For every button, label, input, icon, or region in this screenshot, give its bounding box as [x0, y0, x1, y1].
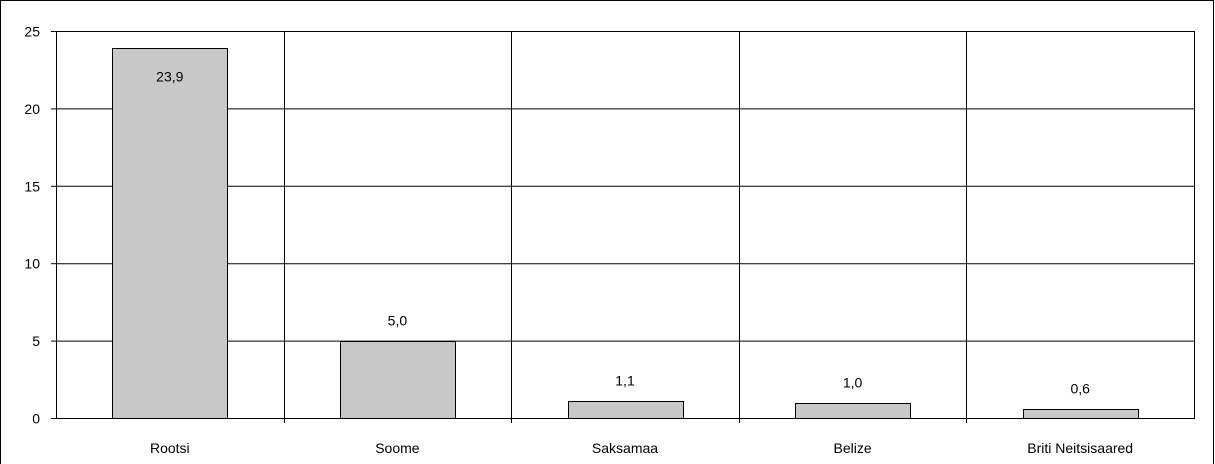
data-label: 0,6	[1070, 381, 1090, 397]
data-label: 23,9	[156, 69, 183, 85]
y-axis: 0 5 10 15 20 25	[24, 24, 56, 427]
bar	[112, 48, 228, 419]
x-category-label: Saksamaa	[592, 440, 658, 456]
bars	[112, 48, 1139, 419]
y-tick-label: 25	[24, 24, 40, 40]
bar	[795, 403, 911, 419]
x-category-label: Rootsi	[150, 440, 190, 456]
y-tick-label: 15	[24, 178, 40, 194]
data-label: 1,0	[843, 375, 863, 391]
y-tick-label: 0	[32, 411, 40, 427]
y-tick-label: 5	[32, 333, 40, 349]
y-tick-label: 20	[24, 101, 40, 117]
bar	[1023, 409, 1139, 419]
data-labels: 23,9 5,0 1,1 1,0 0,6	[156, 69, 1090, 397]
x-category-label: Belize	[834, 440, 872, 456]
data-label: 1,1	[615, 373, 635, 389]
plot-background	[56, 31, 1194, 418]
bar	[340, 341, 456, 419]
y-tick-label: 10	[24, 256, 40, 272]
x-category-label: Soome	[375, 440, 420, 456]
x-category-label: Briti Neitsisaared	[1027, 440, 1133, 456]
x-axis: Rootsi Soome Saksamaa Belize Briti Neitsisaa…	[150, 440, 1133, 456]
plot-area	[56, 31, 1195, 423]
data-label: 5,0	[388, 313, 408, 329]
bar	[568, 401, 684, 419]
